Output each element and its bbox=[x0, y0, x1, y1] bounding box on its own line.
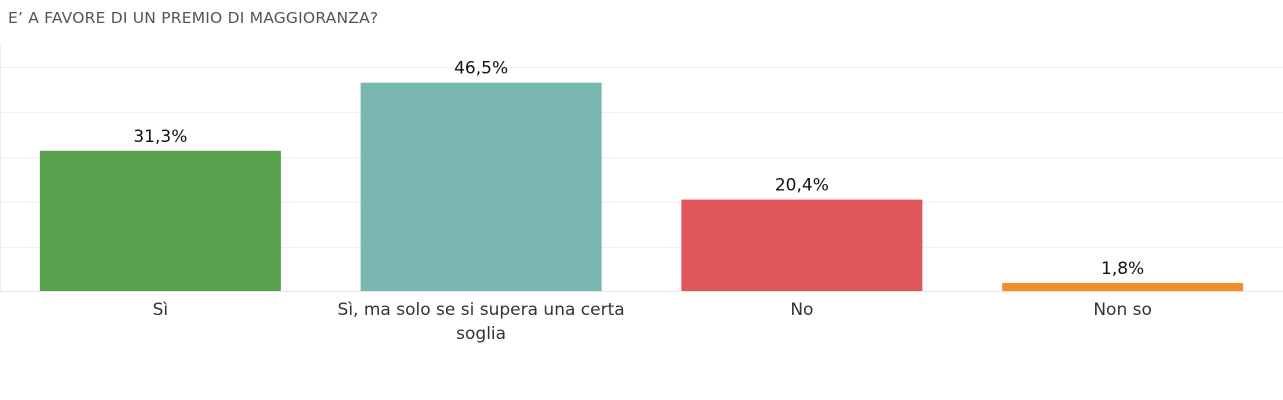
x-tick-label: Non so bbox=[1093, 300, 1152, 320]
data-label: 31,3% bbox=[133, 127, 187, 147]
bar bbox=[360, 82, 602, 292]
x-tick-label: Sì bbox=[152, 300, 169, 320]
data-label: 46,5% bbox=[454, 59, 508, 79]
x-tick-label: No bbox=[790, 300, 814, 320]
bar bbox=[681, 199, 923, 291]
data-label: 20,4% bbox=[775, 176, 829, 196]
gridlines bbox=[0, 45, 1283, 292]
data-label: 1,8% bbox=[1101, 259, 1144, 279]
bars bbox=[39, 82, 1244, 292]
chart-title: E’ A FAVORE DI UN PREMIO DI MAGGIORANZA? bbox=[8, 9, 379, 27]
bar bbox=[39, 150, 281, 291]
x-tick-label: Sì, ma solo se si supera una certa sogli… bbox=[337, 300, 625, 344]
value-labels: 31,3% 46,5% 20,4% 1,8% bbox=[133, 59, 1144, 279]
bar bbox=[1002, 282, 1244, 291]
